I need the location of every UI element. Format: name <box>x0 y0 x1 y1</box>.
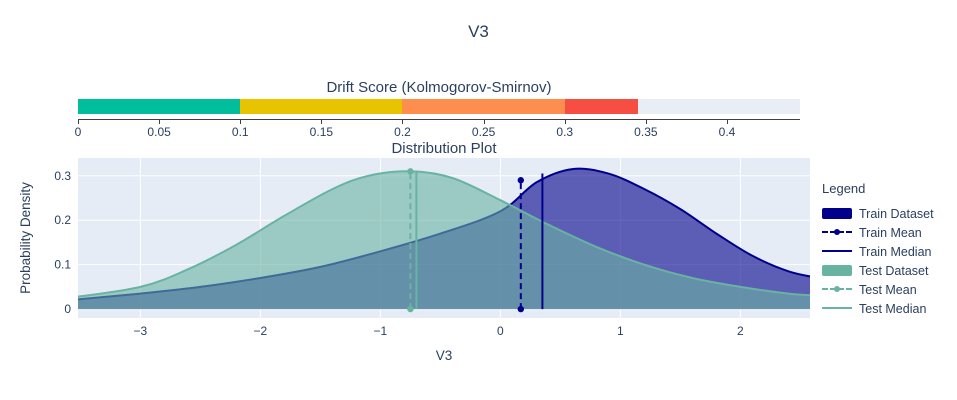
gauge-title: Drift Score (Kolmogorov-Smirnov) <box>326 79 552 96</box>
gauge-axis: 0 0.05 0.1 0.15 0.2 0.25 0.3 0.35 0.4 <box>74 114 800 148</box>
distribution-plot: −3 −2 −1 0 1 2 0 0.1 0.2 0.3 V3 Probability Density <box>18 158 818 363</box>
legend-label: Test Median <box>859 301 927 316</box>
gauge-axis-tick <box>402 120 404 124</box>
gauge-segment <box>564 99 638 114</box>
y-tick-label: 0.1 <box>54 258 71 272</box>
x-axis-title: V3 <box>436 348 453 363</box>
gauge-axis-tick-label: 0.4 <box>718 125 736 139</box>
gauge-axis-tick <box>483 120 485 124</box>
legend-label: Train Mean <box>859 225 922 240</box>
legend-item-test-median[interactable]: Test Median <box>822 299 934 318</box>
gauge-axis-tick-label: 0.2 <box>394 125 411 139</box>
gauge-axis-tick-label: 0 <box>74 125 82 139</box>
gauge-axis-tick <box>645 120 647 124</box>
x-tick-label: −1 <box>374 324 388 338</box>
legend-item-train-median[interactable]: Train Median <box>822 242 934 261</box>
legend-title: Legend <box>822 181 866 196</box>
legend-swatch-solid <box>822 303 852 314</box>
test-mean-marker <box>407 305 414 313</box>
y-axis-title: Probability Density <box>18 182 33 294</box>
y-tick-label: 0.3 <box>54 169 71 183</box>
legend-item-test-dataset[interactable]: Test Dataset <box>822 261 934 280</box>
test-dataset-curve <box>78 170 810 298</box>
legend-swatch-band <box>822 265 852 276</box>
legend-label: Test Mean <box>859 282 917 297</box>
gauge-axis-tick-label: 0.3 <box>556 125 574 139</box>
x-tick-label: −3 <box>134 324 148 338</box>
gauge-axis-tick <box>240 120 242 124</box>
gauge-axis-tick <box>321 120 323 124</box>
legend-label: Train Median <box>859 244 932 259</box>
gauge-axis-tick-label: 0.1 <box>231 125 249 139</box>
gauge-axis-tick-label: 0.05 <box>147 125 171 139</box>
test-mean-marker <box>407 168 414 175</box>
plot-title: Distribution Plot <box>391 140 497 157</box>
x-tick-label: 0 <box>497 324 504 338</box>
legend-label: Train Dataset <box>859 206 934 221</box>
legend-item-train-dataset[interactable]: Train Dataset <box>822 204 934 223</box>
gauge-segment <box>78 99 241 114</box>
legend-item-train-mean[interactable]: Train Mean <box>822 223 934 242</box>
x-tick-label: 1 <box>617 324 624 338</box>
figure-title: V3 <box>468 22 489 41</box>
x-tick-label: 2 <box>737 324 744 338</box>
y-tick-label: 0.2 <box>54 213 71 227</box>
legend-items: Train Dataset Train Mean Train Median Test … <box>822 204 934 318</box>
train-mean-marker <box>517 177 524 184</box>
legend-item-test-mean[interactable]: Test Mean <box>822 280 934 299</box>
legend-swatch-band <box>822 208 852 219</box>
y-tick-label: 0 <box>64 302 71 316</box>
legend-swatch-solid <box>822 246 852 257</box>
legend: Legend Train Dataset Train Mean Train Medi… <box>822 181 934 318</box>
gauge-axis-tick <box>726 120 728 124</box>
drift-score-gauge <box>78 99 800 114</box>
x-tick-label: −2 <box>254 324 268 338</box>
gauge-axis-tick <box>78 120 79 124</box>
legend-swatch-dashed <box>822 227 852 238</box>
legend-label: Test Dataset <box>859 263 929 278</box>
legend-swatch-dashed <box>822 284 852 295</box>
test-dataset-area[interactable] <box>68 171 818 310</box>
gauge-axis-tick-label: 0.35 <box>634 125 658 139</box>
gauge-axis-line <box>78 119 800 120</box>
gauge-segment <box>402 99 565 114</box>
gauge-axis-tick-label: 0.15 <box>309 125 334 139</box>
gauge-axis-tick <box>564 120 566 124</box>
gauge-axis-tick <box>159 120 161 124</box>
train-mean-marker <box>517 305 524 313</box>
gauge-axis-tick-label: 0.25 <box>471 125 496 139</box>
gauge-segment <box>240 99 403 114</box>
